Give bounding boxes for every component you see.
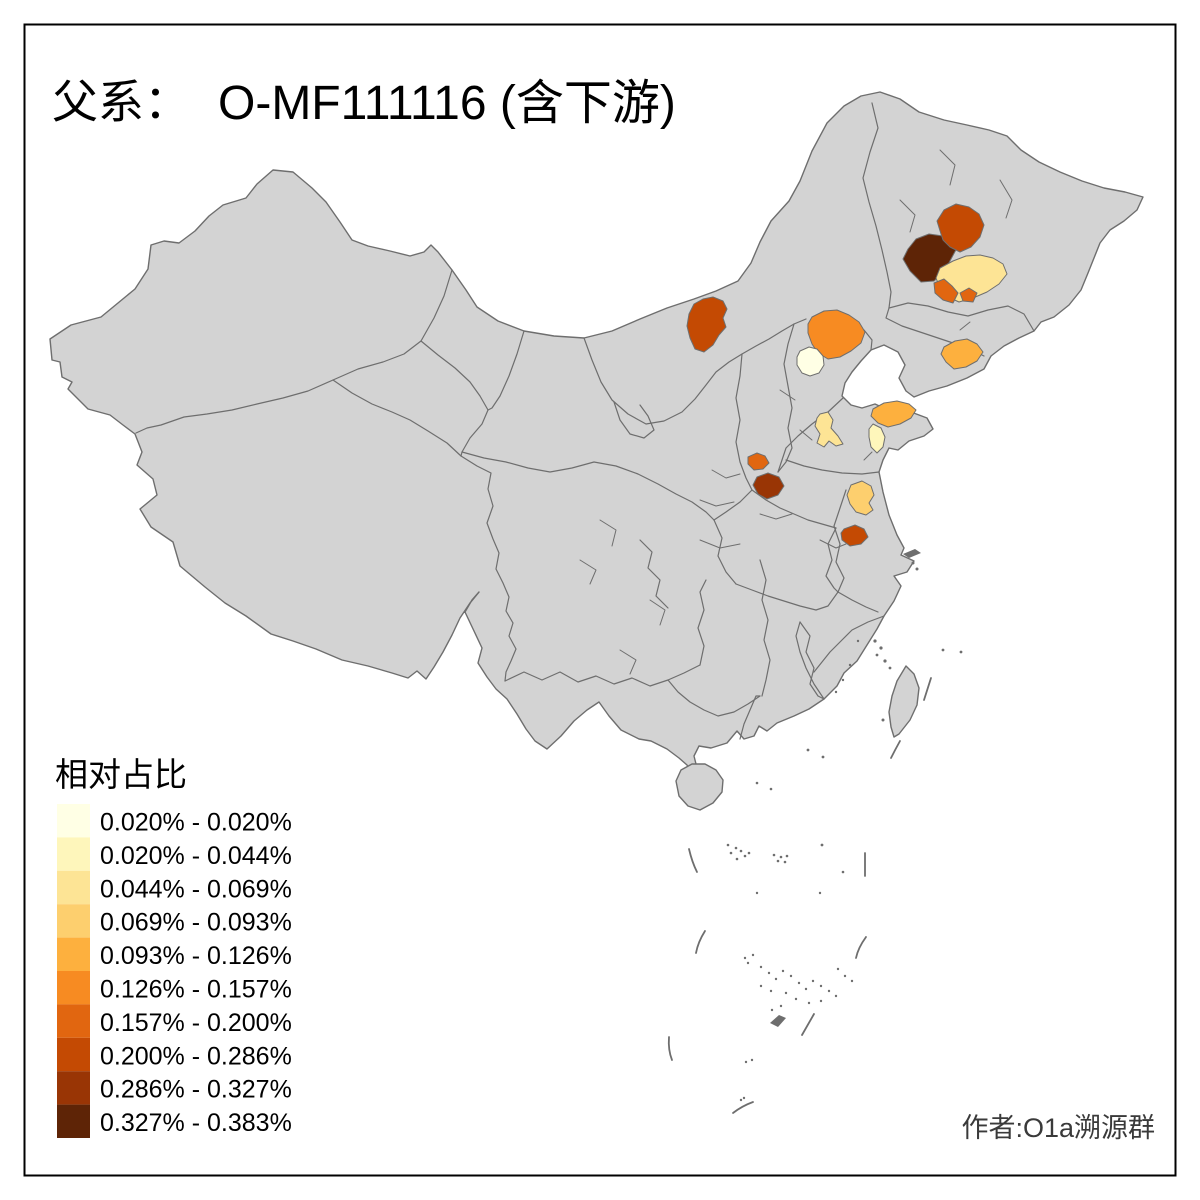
figure-frame [23, 23, 1177, 1177]
province-borders [135, 102, 1035, 740]
region-hebei-northeast [807, 309, 866, 360]
legend: 相对占比 0.020% - 0.020% 0.020% - 0.044% 0.0… [55, 755, 292, 1138]
legend-swatch-0 [57, 804, 90, 838]
region-heilongjiang-north [936, 203, 985, 253]
region-shandong-coastal [868, 423, 886, 454]
page-title-cjk: 父系： [52, 75, 190, 129]
islands-and-dashes [667, 549, 963, 1114]
china-mainland [49, 91, 1144, 774]
legend-label-4: 0.093% - 0.126% [100, 942, 292, 970]
region-liaoning-southeast [940, 338, 984, 370]
region-jiangsu-north [846, 480, 875, 516]
region-shanxi-southwest [747, 452, 770, 471]
legend-title: 相对占比 [55, 755, 187, 794]
region-inner-mongolia-central [686, 296, 728, 353]
legend-swatch-6 [57, 1004, 90, 1038]
region-shandong-west [814, 411, 844, 448]
legend-label-5: 0.126% - 0.157% [100, 976, 292, 1004]
legend-swatch-5 [57, 971, 90, 1005]
region-shandong-northeast [870, 400, 917, 428]
legend-label-6: 0.157% - 0.200% [100, 1009, 292, 1037]
region-anhui-east [840, 524, 869, 547]
legend-label-8: 0.286% - 0.327% [100, 1076, 292, 1104]
taiwan-island [888, 665, 920, 738]
legend-label-3: 0.069% - 0.093% [100, 909, 292, 937]
hainan-island [675, 763, 724, 811]
choropleth-regions [686, 203, 1008, 547]
legend-label-0: 0.020% - 0.020% [100, 809, 292, 837]
region-henan-west [752, 472, 785, 500]
region-beijing [796, 346, 825, 377]
legend-swatch-8 [57, 1071, 90, 1105]
legend-label-2: 0.044% - 0.069% [100, 875, 292, 903]
legend-swatch-9 [57, 1104, 90, 1138]
page-title-main: O-MF111116 (含下游) [218, 77, 676, 130]
legend-swatch-1 [57, 837, 90, 871]
prefecture-borders [579, 149, 1013, 675]
legend-swatch-2 [57, 870, 90, 905]
legend-swatch-7 [57, 1037, 90, 1072]
region-heilongjiang-southwest-a [933, 278, 959, 304]
legend-label-1: 0.020% - 0.044% [100, 842, 292, 870]
legend-swatch-3 [57, 904, 90, 938]
legend-label-7: 0.200% - 0.286% [100, 1042, 292, 1070]
region-heilongjiang-southwest-b [959, 287, 978, 303]
legend-label-9: 0.327% - 0.383% [100, 1109, 292, 1137]
legend-swatch-4 [57, 937, 90, 971]
attribution: 作者:O1a溯源群 [961, 1113, 1155, 1143]
